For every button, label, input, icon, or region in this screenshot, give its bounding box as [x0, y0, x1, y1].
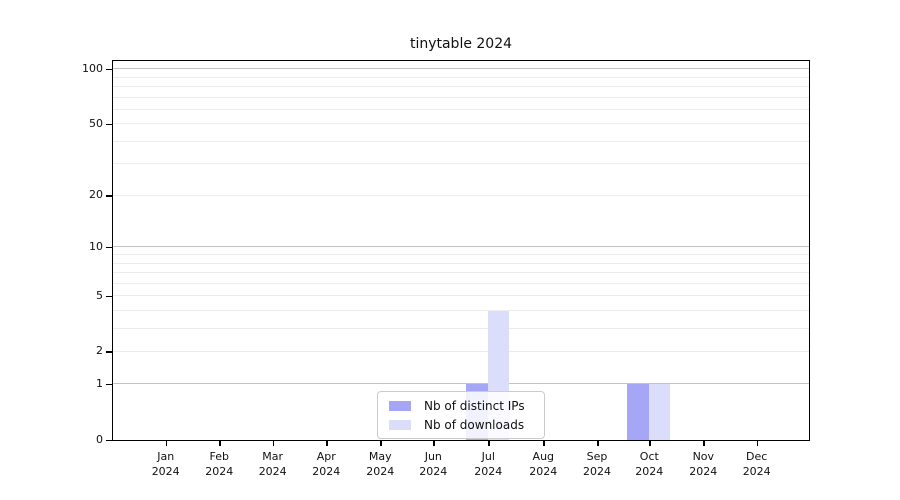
y-tick-label-0: 0	[96, 432, 103, 446]
plot-area	[112, 60, 810, 441]
x-tick-label-sep: Sep 2024	[583, 450, 611, 478]
legend-item-downloads: Nb of downloads	[389, 418, 544, 432]
y-tick-20	[106, 195, 112, 197]
x-tick-label-nov: Nov 2024	[689, 450, 718, 478]
x-tick-dec	[756, 441, 759, 446]
x-tick-jan	[165, 441, 168, 446]
gridline-minor-2	[113, 350, 809, 352]
bar-oct-downloads	[648, 384, 671, 440]
legend-swatch-downloads	[389, 419, 411, 430]
x-tick-label-apr: Apr 2024	[312, 450, 341, 478]
legend-swatch-distinct-ips	[389, 400, 411, 411]
gridline-minor-7	[113, 272, 809, 274]
gridline-major-1	[113, 383, 809, 385]
gridline-major-10	[113, 246, 809, 248]
gridline-major-100	[113, 68, 809, 70]
legend: Nb of distinct IPs Nb of downloads	[377, 391, 545, 439]
legend-label-distinct-ips: Nb of distinct IPs	[424, 398, 525, 413]
y-tick-label-5: 5	[96, 288, 103, 302]
gridline-minor-4	[113, 309, 809, 311]
x-tick-label-feb: Feb 2024	[205, 450, 234, 478]
x-tick-oct	[649, 441, 651, 446]
x-tick-mar	[272, 441, 275, 446]
y-tick-label-2: 2	[96, 344, 103, 358]
x-tick-may	[380, 441, 382, 446]
y-tick-5	[106, 295, 112, 298]
legend-label-downloads: Nb of downloads	[424, 417, 525, 432]
gridline-minor-3	[113, 327, 809, 329]
x-tick-label-may: May 2024	[366, 450, 395, 478]
y-tick-label-20: 20	[89, 188, 103, 202]
y-tick-100	[106, 68, 112, 71]
x-tick-aug	[543, 441, 545, 446]
y-tick-label-50: 50	[89, 116, 103, 130]
x-tick-jul	[488, 441, 490, 446]
x-tick-jun	[433, 441, 435, 446]
gridline-minor-60	[113, 108, 809, 110]
gridline-minor-6	[113, 282, 809, 284]
gridline-minor-30	[113, 163, 809, 165]
x-tick-feb	[219, 441, 221, 446]
x-tick-label-oct: Oct 2024	[635, 450, 664, 478]
gridline-minor-9	[113, 254, 809, 256]
gridline-minor-50	[113, 123, 809, 125]
y-tick-0	[106, 439, 112, 441]
gridline-minor-8	[113, 262, 809, 264]
legend-item-distinct-ips: Nb of distinct IPs	[389, 399, 544, 413]
x-tick-apr	[326, 441, 328, 446]
x-tick-label-mar: Mar 2024	[258, 450, 287, 478]
y-tick-2	[106, 351, 112, 353]
y-tick-label-100: 100	[82, 61, 103, 75]
x-tick-label-jun: Jun 2024	[419, 450, 448, 478]
y-tick-50	[106, 123, 112, 126]
gridline-minor-90	[113, 76, 809, 78]
x-tick-label-aug: Aug 2024	[529, 450, 558, 478]
gridline-minor-80	[113, 86, 809, 88]
x-tick-label-jul: Jul 2024	[474, 450, 503, 478]
x-tick-nov	[703, 441, 705, 446]
x-tick-label-dec: Dec 2024	[742, 450, 771, 478]
y-tick-label-1: 1	[96, 376, 103, 390]
y-tick-label-10: 10	[89, 239, 103, 253]
gridline-minor-5	[113, 295, 809, 297]
x-tick-label-jan: Jan 2024	[151, 450, 180, 478]
chart-title: tinytable 2024	[409, 36, 513, 52]
gridline-minor-20	[113, 194, 809, 196]
x-tick-sep	[597, 441, 599, 446]
bar-oct-distinct-ips	[627, 384, 649, 440]
gridline-minor-40	[113, 140, 809, 142]
gridline-minor-70	[113, 96, 809, 98]
y-tick-1	[106, 383, 112, 386]
y-tick-10	[106, 246, 112, 249]
